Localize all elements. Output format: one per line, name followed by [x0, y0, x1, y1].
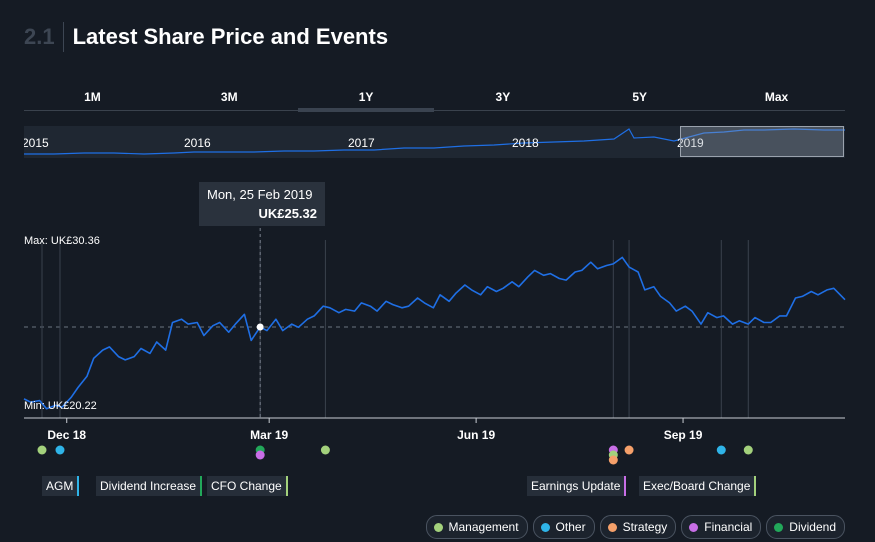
event-marker-dot[interactable] — [624, 445, 634, 455]
navigator-year-2019: 2019 — [677, 136, 704, 150]
event-earnings-update[interactable]: Earnings Update — [527, 476, 627, 496]
x-tick-label: Mar 19 — [250, 428, 289, 442]
section-divider — [62, 22, 64, 52]
price-tooltip: Mon, 25 Feb 2019 UK£25.32 — [199, 182, 325, 226]
section-header: 2.1 Latest Share Price and Events — [24, 22, 388, 52]
min-price-label: Min: UK£20.22 — [24, 400, 97, 412]
navigator-year-2018: 2018 — [512, 136, 539, 150]
tab-1y[interactable]: 1Y — [297, 88, 435, 112]
event-marker-dot[interactable] — [716, 445, 726, 455]
navigator-year-2015: 2015 — [24, 136, 49, 150]
highlight-point — [256, 323, 264, 331]
page-title: Latest Share Price and Events — [72, 24, 389, 49]
event-marker-dot[interactable] — [743, 445, 753, 455]
event-agm[interactable]: AGM — [42, 476, 80, 496]
tab-max[interactable]: Max — [764, 90, 789, 104]
tooltip-price: UK£25.32 — [258, 206, 317, 221]
event-dividend-increase[interactable]: Dividend Increase — [96, 476, 203, 496]
navigator-window[interactable] — [680, 126, 844, 157]
event-cfo-change[interactable]: CFO Change — [207, 476, 288, 496]
tab-5y[interactable]: 5Y — [632, 90, 648, 104]
legend-management[interactable]: Management — [425, 515, 528, 539]
dividend-dot-icon — [774, 522, 784, 532]
event-exec-board-change[interactable]: Exec/Board Change — [639, 476, 757, 496]
event-legend: Management Other Strategy Financial Divi… — [425, 515, 845, 539]
tab-1m[interactable]: 1M — [84, 90, 101, 104]
navigator-year-2016: 2016 — [184, 136, 211, 150]
event-marker-dot[interactable] — [55, 445, 65, 455]
tab-3m[interactable]: 3M — [220, 90, 238, 104]
navigator-year-2017: 2017 — [348, 136, 375, 150]
range-tabs: 1M 3M 1Y 3Y 5Y Max — [24, 88, 845, 112]
x-tick-label: Jun 19 — [457, 428, 496, 442]
event-marker-dot[interactable] — [255, 450, 265, 460]
section-number: 2.1 — [24, 24, 55, 49]
range-navigator[interactable]: 2015 2016 2017 2018 2019 — [24, 126, 845, 158]
financial-dot-icon — [689, 522, 699, 532]
event-marker-dot[interactable] — [37, 445, 47, 455]
other-dot-icon — [540, 522, 550, 532]
legend-strategy[interactable]: Strategy — [599, 515, 677, 539]
price-line — [23, 256, 846, 410]
max-price-label: Max: UK£30.36 — [24, 235, 100, 247]
x-tick-label: Dec 18 — [47, 428, 87, 442]
tooltip-date: Mon, 25 Feb 2019 — [207, 187, 313, 202]
event-marker-dot[interactable] — [320, 445, 330, 455]
event-marker-dot[interactable] — [608, 455, 618, 465]
strategy-dot-icon — [607, 522, 617, 532]
legend-other[interactable]: Other — [532, 515, 595, 539]
tab-3y[interactable]: 3Y — [495, 90, 511, 104]
management-dot-icon — [433, 522, 443, 532]
x-tick-label: Sep 19 — [663, 428, 703, 442]
navigator-sparkline — [24, 128, 845, 155]
legend-dividend[interactable]: Dividend — [766, 515, 845, 539]
legend-financial[interactable]: Financial — [681, 515, 762, 539]
